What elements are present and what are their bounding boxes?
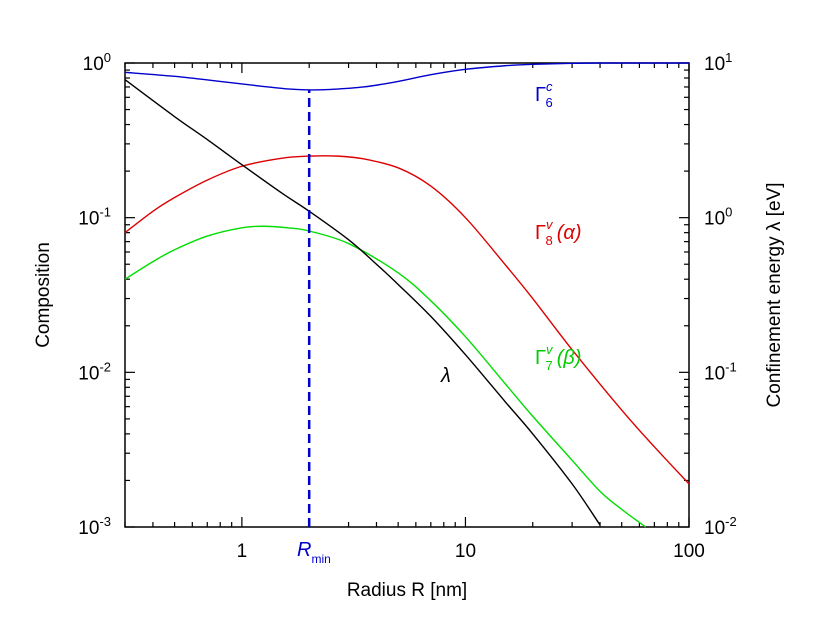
series-gamma8v-line — [124, 155, 690, 485]
y-right-tick-label: 101 — [704, 50, 732, 75]
label-gamma6c: Γc 6 — [535, 79, 553, 110]
label-lambda: λ — [440, 365, 451, 387]
y-left-tick-label: 10-3 — [78, 514, 111, 539]
y-right-axis-title: Confinement energy λ [eV] — [764, 183, 785, 408]
y-right-axis-ticks: 101 100 10-1 10-2 — [679, 50, 737, 539]
x-tick-label: 10 — [455, 541, 476, 562]
series-gamma7v-line — [124, 225, 647, 528]
x-tick-label: 100 — [673, 541, 705, 562]
label-gamma7v: Γv 7 (β) — [535, 342, 582, 373]
y-left-axis-title: Composition — [33, 242, 54, 348]
y-left-axis-ticks: 100 10-1 10-2 10-3 — [78, 50, 135, 539]
y-right-tick-label: 10-2 — [704, 514, 737, 539]
y-left-tick-label: 10-1 — [78, 205, 111, 230]
series-layer — [124, 62, 690, 528]
x-axis-ticks: 1 10 100 — [124, 63, 705, 562]
y-left-tick-label: 100 — [83, 50, 111, 75]
y-right-tick-label: 10-1 — [704, 359, 737, 384]
label-gamma8v: Γv 8 (α) — [535, 217, 581, 248]
y-left-tick-label: 10-2 — [78, 359, 111, 384]
x-tick-label: 1 — [237, 541, 248, 562]
series-gamma6c-line — [124, 62, 689, 91]
plot-frame — [124, 62, 690, 528]
label-rmin: Rmin — [297, 539, 331, 566]
y-right-tick-label: 100 — [704, 205, 732, 230]
x-axis-title: Radius R [nm] — [347, 580, 467, 601]
series-lambda-line — [124, 79, 601, 526]
